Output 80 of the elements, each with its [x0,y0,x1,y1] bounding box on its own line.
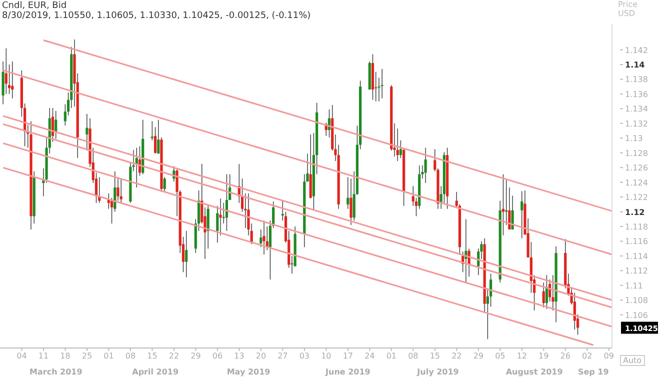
x-tick-label: 08 [125,352,136,361]
y-tick-label: 1.128 [625,148,648,158]
y-tick-label: 1.106 [625,310,648,320]
y-tick-label: 1.134 [625,104,648,114]
x-tick-label: 12 [516,352,527,361]
x-tick-label: 01 [386,352,397,361]
y-tick-label: 1.136 [625,90,648,99]
candlestick [511,195,514,230]
y-tick-label: 1.138 [625,75,648,84]
y-tick-label: 1.116 [625,237,648,246]
candlestick [262,220,266,255]
x-tick-label: 01 [104,352,114,361]
x-tick-label: 05 [495,352,506,361]
candlestick [11,61,14,99]
candlestick [110,197,114,224]
x-tick-label: 02 [582,352,592,361]
x2-tick-label: June 2019 [324,368,371,377]
x-tick-label: 10 [321,352,332,361]
y-tick-label: 1.124 [625,178,648,188]
candlestick [54,110,58,140]
x-tick-label: 24 [364,352,375,361]
x2-tick-label: May 2019 [226,368,271,377]
x-tick-label: 19 [538,352,549,361]
x2-tick-label: April 2019 [132,368,179,377]
x2-tick-label: March 2019 [30,368,83,377]
x-tick-label: 18 [60,352,70,361]
x-tick-label: 11 [38,352,49,361]
y-axis-title: Price USD [618,0,639,18]
x-tick-label: 20 [256,352,266,361]
x2-tick-label: August 2019 [506,368,564,377]
candlestick [350,178,352,226]
candlestick [380,68,384,99]
x-tick-label: 26 [560,352,570,361]
y-tick-label: 1.126 [625,164,648,173]
x-tick-label: 15 [430,352,440,361]
candlestick [185,230,188,278]
y-tick-label: 1.108 [625,296,648,306]
y-tick-label: 1.14 [625,60,646,70]
x-tick-label: 29 [190,352,201,361]
candlestick [135,147,138,188]
candlestick [552,274,554,311]
x2-tick-label: Sep 19 [578,368,610,377]
y-tick-label: 1.132 [625,119,648,128]
x-tick-label: 04 [16,352,27,361]
x-tick-label: 29 [473,352,484,361]
y-tick-label: 1.13 [625,134,643,144]
candlestick [505,180,508,226]
x-tick-label: 25 [82,352,92,361]
chart-title: Cndl, EUR, Bid [2,1,67,11]
candlestick [150,120,154,141]
candlestick [157,119,160,154]
x-tick-label: 15 [147,352,158,361]
x-tick-label: 06 [212,352,223,361]
y-tick-label: 1.114 [625,252,648,261]
x-tick-label: 08 [408,352,418,361]
y-tick-label: 1.142 [625,46,648,55]
candlestick [542,282,545,308]
x-tick-label: 27 [278,352,288,361]
chart-subtitle: 8/30/2019, 1.10550, 1.10605, 1.10330, 1.10425, -0.00125, (-0.11%) [2,11,311,21]
y-tick-label: 1.12 [625,208,645,217]
x-tick-label: 03 [299,352,310,361]
candlestick [120,178,122,204]
x-tick-label: 22 [452,352,462,361]
x-tick-label: 13 [234,352,244,361]
y-tick-label: 1.122 [625,193,648,202]
text: Auto [620,355,645,366]
candlestick [219,198,222,236]
y-tick-label: 1.11 [625,281,643,290]
candlestick [116,176,120,202]
candlestick [520,190,524,239]
candlestick [163,176,166,192]
x2-tick-label: July 2019 [416,368,460,377]
x-tick-label: 17 [342,352,354,361]
candlestick [424,147,427,184]
y-tick-label: 1.112 [625,266,648,276]
x-tick-label: 22 [168,352,180,361]
y-tick-label: 1.118 [625,222,648,232]
candlestick [346,176,350,210]
x-tick-label: 09 [604,352,614,361]
candlestick [4,48,8,94]
